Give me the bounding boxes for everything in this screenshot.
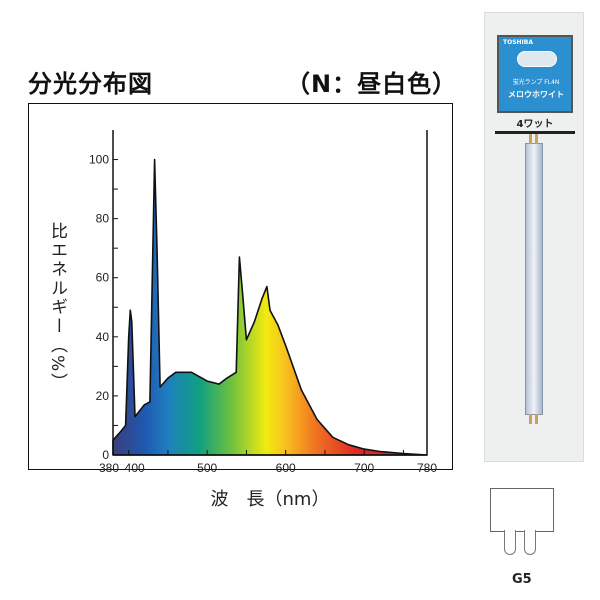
product-package: TOSHIBA 蛍光ランプ FL4N メロウホワイト 4ワット — [484, 12, 584, 462]
x-axis-label: 波 長（nm） — [211, 489, 330, 510]
y-axis-label: 比エネルギー（%） — [47, 222, 67, 393]
x-tick-label: 400 — [125, 461, 145, 475]
y-tick-label: 80 — [96, 212, 110, 226]
g5-base-diagram — [490, 488, 554, 532]
fluorescent-tube-image — [525, 134, 543, 424]
y-tick-label: 100 — [89, 153, 109, 167]
x-tick-label: 780 — [417, 461, 437, 475]
spectrum-area — [112, 158, 428, 456]
model-label: 蛍光ランプ FL4N — [512, 79, 560, 86]
color-type-label: （N：昼白色） — [286, 70, 458, 98]
hang-hole — [517, 51, 557, 67]
x-tick-label: 380 — [99, 461, 119, 475]
x-tick-label: 500 — [197, 461, 217, 475]
chart-frame — [28, 103, 453, 470]
brand-logo: TOSHIBA — [503, 39, 533, 46]
base-pin — [524, 530, 536, 555]
wattage-label: 4ワット — [516, 119, 554, 130]
x-tick-label: 600 — [276, 461, 296, 475]
y-tick-label: 60 — [96, 271, 110, 285]
y-tick-label: 40 — [96, 330, 110, 344]
y-tick-label: 0 — [102, 448, 109, 462]
base-type-label: G5 — [512, 572, 532, 587]
y-tick-label: 20 — [96, 389, 110, 403]
chart-title: 分光分布図 — [28, 70, 153, 98]
base-pin — [504, 530, 516, 555]
divider — [495, 131, 575, 134]
package-card: TOSHIBA 蛍光ランプ FL4N メロウホワイト — [497, 35, 573, 113]
x-tick-label: 700 — [354, 461, 374, 475]
product-name: メロウホワイト — [508, 90, 564, 99]
